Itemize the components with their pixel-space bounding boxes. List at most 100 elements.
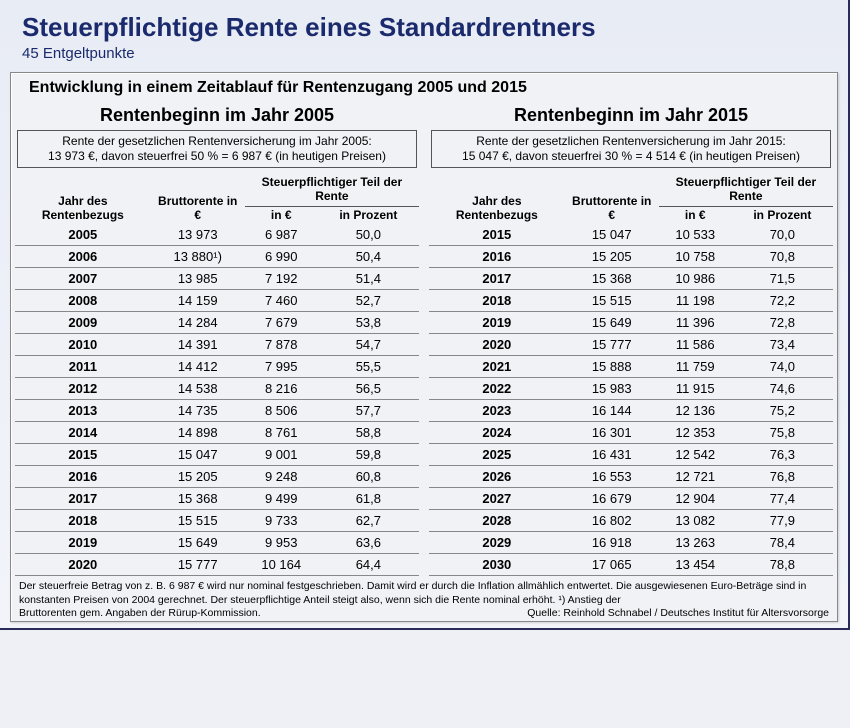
cell-eur: 8 761 bbox=[245, 422, 318, 444]
cell-year: 2025 bbox=[429, 444, 565, 466]
right-info-box: Rente der gesetzlichen Rentenversicherun… bbox=[431, 130, 831, 168]
cell-brutto: 14 412 bbox=[151, 356, 245, 378]
left-info-line2: 13 973 €, davon steuerfrei 50 % = 6 987 … bbox=[24, 149, 410, 164]
cell-year: 2007 bbox=[15, 268, 151, 290]
table-row: 200713 9857 19251,4 bbox=[15, 268, 419, 290]
cell-eur: 12 353 bbox=[659, 422, 732, 444]
cell-eur: 12 136 bbox=[659, 400, 732, 422]
cell-pct: 57,7 bbox=[318, 400, 419, 422]
cell-year: 2022 bbox=[429, 378, 565, 400]
cell-eur: 8 506 bbox=[245, 400, 318, 422]
th-pct: in Prozent bbox=[732, 206, 833, 224]
cell-eur: 7 192 bbox=[245, 268, 318, 290]
cell-eur: 9 499 bbox=[245, 488, 318, 510]
cell-pct: 53,8 bbox=[318, 312, 419, 334]
cell-brutto: 13 985 bbox=[151, 268, 245, 290]
cell-brutto: 16 144 bbox=[565, 400, 659, 422]
cell-eur: 11 198 bbox=[659, 290, 732, 312]
cell-year: 2012 bbox=[15, 378, 151, 400]
two-column-layout: Rentenbeginn im Jahr 2005 Rente der gese… bbox=[15, 105, 833, 576]
cell-pct: 52,7 bbox=[318, 290, 419, 312]
table-row: 202015 77711 58673,4 bbox=[429, 334, 833, 356]
source-line: Bruttorenten gem. Angaben der Rürup-Komm… bbox=[19, 607, 829, 619]
th-group: Steuerpflichtiger Teil der Rente bbox=[245, 174, 419, 206]
cell-pct: 78,4 bbox=[732, 532, 833, 554]
left-column-title: Rentenbeginn im Jahr 2005 bbox=[15, 105, 419, 126]
table-row: 200914 2847 67953,8 bbox=[15, 312, 419, 334]
source-left: Bruttorenten gem. Angaben der Rürup-Komm… bbox=[19, 607, 261, 619]
cell-brutto: 13 880¹) bbox=[151, 246, 245, 268]
cell-brutto: 14 391 bbox=[151, 334, 245, 356]
cell-year: 2026 bbox=[429, 466, 565, 488]
cell-year: 2011 bbox=[15, 356, 151, 378]
table-row: 202616 55312 72176,8 bbox=[429, 466, 833, 488]
cell-year: 2016 bbox=[15, 466, 151, 488]
right-column: Rentenbeginn im Jahr 2015 Rente der gese… bbox=[429, 105, 833, 576]
cell-brutto: 15 205 bbox=[565, 246, 659, 268]
th-group: Steuerpflichtiger Teil der Rente bbox=[659, 174, 833, 206]
right-info-line2: 15 047 €, davon steuerfrei 30 % = 4 514 … bbox=[438, 149, 824, 164]
cell-pct: 72,2 bbox=[732, 290, 833, 312]
table-row: 202316 14412 13675,2 bbox=[429, 400, 833, 422]
cell-eur: 9 001 bbox=[245, 444, 318, 466]
cell-pct: 76,8 bbox=[732, 466, 833, 488]
cell-year: 2019 bbox=[15, 532, 151, 554]
cell-pct: 55,5 bbox=[318, 356, 419, 378]
cell-pct: 56,5 bbox=[318, 378, 419, 400]
cell-pct: 70,0 bbox=[732, 224, 833, 246]
cell-eur: 7 460 bbox=[245, 290, 318, 312]
document-container: Steuerpflichtige Rente eines Standardren… bbox=[0, 0, 850, 630]
footnote-text: Der steuerfreie Betrag von z. B. 6 987 €… bbox=[19, 580, 829, 606]
cell-brutto: 14 159 bbox=[151, 290, 245, 312]
cell-brutto: 15 368 bbox=[565, 268, 659, 290]
th-year: Jahr des Rentenbezugs bbox=[429, 174, 565, 224]
cell-brutto: 16 918 bbox=[565, 532, 659, 554]
cell-brutto: 15 368 bbox=[151, 488, 245, 510]
panel-title: Entwicklung in einem Zeitablauf für Rent… bbox=[29, 79, 833, 97]
cell-brutto: 15 649 bbox=[565, 312, 659, 334]
cell-eur: 12 721 bbox=[659, 466, 732, 488]
cell-pct: 73,4 bbox=[732, 334, 833, 356]
table-row: 201114 4127 99555,5 bbox=[15, 356, 419, 378]
table-row: 201915 64911 39672,8 bbox=[429, 312, 833, 334]
cell-pct: 50,4 bbox=[318, 246, 419, 268]
cell-eur: 12 542 bbox=[659, 444, 732, 466]
cell-eur: 13 454 bbox=[659, 554, 732, 576]
cell-brutto: 15 515 bbox=[151, 510, 245, 532]
cell-brutto: 14 898 bbox=[151, 422, 245, 444]
table-row: 202015 77710 16464,4 bbox=[15, 554, 419, 576]
right-column-title: Rentenbeginn im Jahr 2015 bbox=[429, 105, 833, 126]
cell-eur: 11 586 bbox=[659, 334, 732, 356]
left-column: Rentenbeginn im Jahr 2005 Rente der gese… bbox=[15, 105, 419, 576]
cell-year: 2023 bbox=[429, 400, 565, 422]
th-brutto: Bruttorente in € bbox=[565, 174, 659, 224]
right-table: Jahr des Rentenbezugs Bruttorente in € S… bbox=[429, 174, 833, 576]
cell-year: 2017 bbox=[429, 268, 565, 290]
cell-year: 2030 bbox=[429, 554, 565, 576]
table-row: 201314 7358 50657,7 bbox=[15, 400, 419, 422]
cell-year: 2027 bbox=[429, 488, 565, 510]
cell-brutto: 16 301 bbox=[565, 422, 659, 444]
table-row: 202816 80213 08277,9 bbox=[429, 510, 833, 532]
table-row: 201515 0479 00159,8 bbox=[15, 444, 419, 466]
cell-pct: 75,2 bbox=[732, 400, 833, 422]
cell-year: 2029 bbox=[429, 532, 565, 554]
cell-year: 2013 bbox=[15, 400, 151, 422]
table-row: 200613 880¹)6 99050,4 bbox=[15, 246, 419, 268]
cell-brutto: 14 735 bbox=[151, 400, 245, 422]
cell-year: 2021 bbox=[429, 356, 565, 378]
table-row: 201615 20510 75870,8 bbox=[429, 246, 833, 268]
th-pct: in Prozent bbox=[318, 206, 419, 224]
cell-brutto: 16 553 bbox=[565, 466, 659, 488]
right-info-line1: Rente der gesetzlichen Rentenversicherun… bbox=[438, 134, 824, 149]
left-info-line1: Rente der gesetzlichen Rentenversicherun… bbox=[24, 134, 410, 149]
cell-pct: 77,4 bbox=[732, 488, 833, 510]
th-brutto: Bruttorente in € bbox=[151, 174, 245, 224]
cell-eur: 7 878 bbox=[245, 334, 318, 356]
cell-year: 2017 bbox=[15, 488, 151, 510]
cell-brutto: 15 888 bbox=[565, 356, 659, 378]
cell-year: 2019 bbox=[429, 312, 565, 334]
cell-eur: 6 990 bbox=[245, 246, 318, 268]
cell-pct: 76,3 bbox=[732, 444, 833, 466]
cell-pct: 62,7 bbox=[318, 510, 419, 532]
